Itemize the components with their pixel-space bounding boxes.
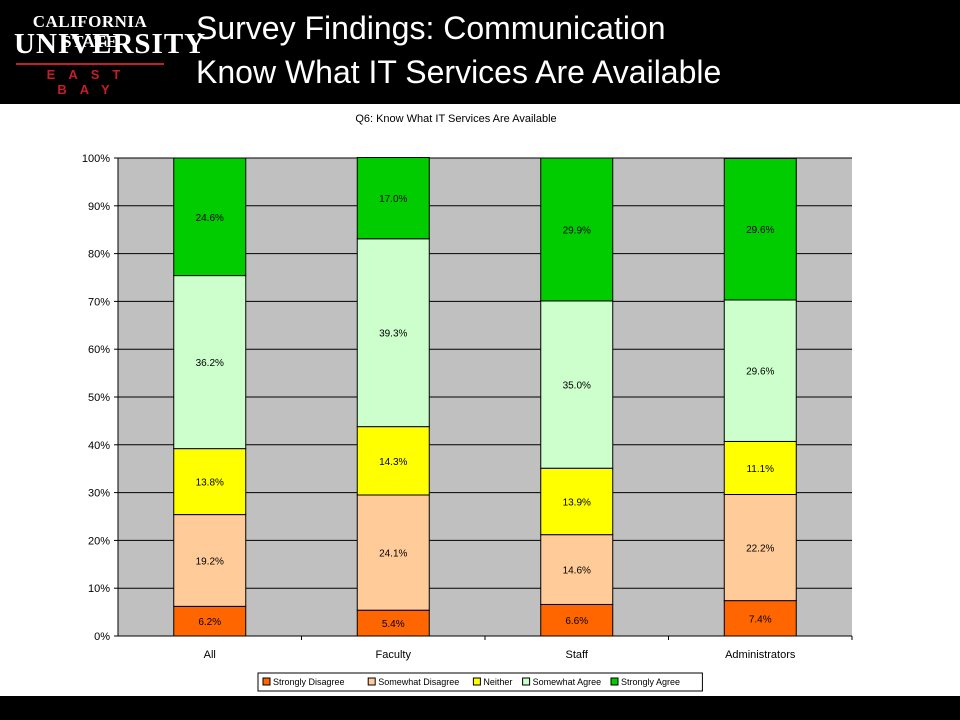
- legend-label: Somewhat Agree: [533, 677, 602, 687]
- university-logo: CALIFORNIA STATE UNIVERSITY EAST BAY: [14, 12, 207, 97]
- bar-segment: [540, 603, 614, 637]
- bar-segment: [173, 514, 247, 607]
- legend-label: Somewhat Disagree: [378, 677, 459, 687]
- data-label: 29.6%: [746, 367, 774, 378]
- bar-segment: [723, 299, 797, 442]
- bar-segment: [173, 605, 247, 637]
- bar-segment: [356, 494, 430, 611]
- slide-header: CALIFORNIA STATE UNIVERSITY EAST BAY Sur…: [0, 0, 960, 104]
- legend-swatch: [472, 677, 481, 686]
- bar-segment: [356, 157, 430, 240]
- x-tick-label: Administrators: [725, 649, 796, 661]
- legend-swatch: [610, 677, 619, 686]
- data-label: 6.2%: [198, 617, 221, 628]
- data-label: 39.3%: [379, 329, 407, 340]
- data-label: 19.2%: [196, 556, 224, 567]
- stacked-bar-chart: Q6: Know What IT Services Are Available 0…: [82, 113, 853, 692]
- data-label: 22.2%: [746, 544, 774, 555]
- bar-segment: [540, 534, 614, 605]
- x-tick-label: All: [204, 649, 216, 661]
- bar-segment: [356, 609, 430, 637]
- bar-segment: [723, 157, 797, 301]
- y-tick-label: 10%: [88, 583, 110, 595]
- data-label: 36.2%: [196, 358, 224, 369]
- bar-segment: [540, 467, 614, 536]
- data-label: 35.0%: [563, 381, 591, 392]
- bar-segment: [540, 300, 614, 469]
- bar-segment: [723, 494, 797, 602]
- bar-segment: [173, 157, 247, 277]
- legend-swatch: [262, 677, 271, 686]
- y-tick-label: 100%: [82, 153, 110, 165]
- y-tick-label: 60%: [88, 344, 110, 356]
- data-label: 13.9%: [563, 497, 591, 508]
- bar-segment: [356, 426, 430, 496]
- legend-label: Neither: [483, 677, 512, 687]
- data-label: 5.4%: [382, 619, 405, 630]
- y-tick-label: 20%: [88, 535, 110, 547]
- logo-line-2: UNIVERSITY: [14, 28, 207, 60]
- slide-footer: [0, 696, 960, 720]
- data-label: 14.6%: [563, 566, 591, 577]
- legend-label: Strongly Disagree: [273, 677, 345, 687]
- data-label: 11.1%: [746, 464, 774, 475]
- slide-subtitle: Know What IT Services Are Available: [196, 54, 722, 90]
- y-tick-label: 0%: [94, 631, 110, 643]
- bar-segment: [356, 238, 430, 428]
- legend-swatch: [367, 677, 376, 686]
- data-label: 29.9%: [563, 225, 591, 236]
- y-tick-label: 80%: [88, 249, 110, 261]
- y-tick-label: 40%: [88, 440, 110, 452]
- bar-segment: [173, 275, 247, 450]
- bar-segment: [540, 157, 614, 302]
- logo-line-1: CALIFORNIA STATE: [32, 12, 148, 51]
- y-tick-label: 90%: [88, 201, 110, 213]
- slide-title: Survey Findings: Communication: [196, 10, 666, 46]
- chart-title: Q6: Know What IT Services Are Available: [355, 113, 556, 125]
- y-tick-label: 50%: [88, 392, 110, 404]
- data-label: 6.6%: [565, 616, 588, 627]
- data-label: 24.6%: [196, 213, 224, 224]
- logo-line-3: EAST BAY: [46, 67, 134, 97]
- data-label: 13.8%: [196, 478, 224, 489]
- y-tick-label: 30%: [88, 488, 110, 500]
- x-tick-label: Staff: [566, 649, 589, 661]
- x-tick-label: Faculty: [376, 649, 412, 661]
- bar-segment: [173, 448, 247, 516]
- data-label: 24.1%: [379, 549, 407, 560]
- legend-label: Strongly Agree: [621, 677, 680, 687]
- data-label: 17.0%: [379, 194, 407, 205]
- legend-swatch: [522, 677, 531, 686]
- logo-rule: [16, 63, 164, 65]
- data-label: 29.6%: [746, 225, 774, 236]
- data-label: 7.4%: [749, 614, 772, 625]
- data-label: 14.3%: [379, 457, 407, 468]
- y-tick-label: 70%: [88, 296, 110, 308]
